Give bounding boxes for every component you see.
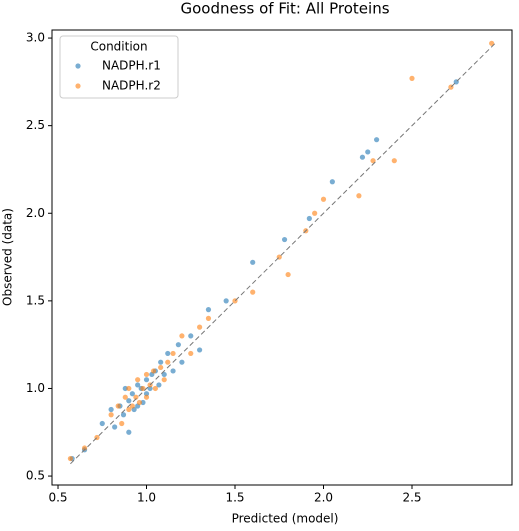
point xyxy=(122,394,128,400)
identity-line xyxy=(70,42,496,465)
point xyxy=(356,193,362,199)
point xyxy=(370,158,376,164)
point xyxy=(188,350,194,357)
point xyxy=(158,364,164,371)
point xyxy=(143,377,150,383)
legend-label: NADPH.r2 xyxy=(102,79,161,93)
point xyxy=(161,371,167,378)
point xyxy=(223,298,229,304)
point xyxy=(188,333,194,339)
point xyxy=(129,403,135,409)
y-tick-label: 1.5 xyxy=(26,293,45,307)
point xyxy=(112,424,118,430)
legend-marker xyxy=(75,63,81,69)
point xyxy=(165,359,171,365)
point xyxy=(320,196,327,202)
chart-title: Goodness of Fit: All Proteins xyxy=(180,0,389,18)
point xyxy=(81,445,88,451)
point xyxy=(391,158,397,164)
point xyxy=(359,154,366,160)
point xyxy=(197,324,203,330)
point xyxy=(126,398,132,404)
point xyxy=(136,399,143,406)
point xyxy=(150,368,157,374)
point xyxy=(126,406,132,413)
point xyxy=(140,385,146,392)
point xyxy=(281,236,288,243)
point xyxy=(170,368,176,374)
point xyxy=(115,403,121,409)
point xyxy=(133,394,139,400)
point xyxy=(250,289,256,295)
point xyxy=(129,391,135,397)
point xyxy=(108,412,114,418)
point xyxy=(158,359,164,365)
point xyxy=(409,75,415,81)
point xyxy=(120,412,127,418)
point xyxy=(365,149,371,155)
point xyxy=(250,259,256,265)
point xyxy=(179,359,185,365)
legend-label: NADPH.r1 xyxy=(102,59,161,73)
legend-title: Condition xyxy=(90,40,147,54)
point xyxy=(135,377,141,383)
legend-box xyxy=(59,35,179,99)
point xyxy=(179,333,185,339)
y-tick-label: 0.5 xyxy=(26,469,45,483)
point xyxy=(156,382,162,388)
y-tick-label: 3.0 xyxy=(26,31,45,45)
point xyxy=(197,347,203,353)
point xyxy=(152,385,158,392)
point xyxy=(119,420,125,427)
x-axis-label: Predicted (model) xyxy=(232,512,339,526)
legend-marker xyxy=(75,83,81,89)
x-tick-label: 2.0 xyxy=(314,491,333,505)
y-tick-label: 2.5 xyxy=(26,118,45,132)
x-tick-label: 2.5 xyxy=(402,491,421,505)
x-tick-label: 1.0 xyxy=(137,491,156,505)
point xyxy=(312,210,318,216)
point xyxy=(170,350,176,357)
point xyxy=(135,382,141,388)
point xyxy=(205,315,212,321)
point xyxy=(306,215,312,222)
x-tick-label: 1.5 xyxy=(225,491,244,505)
point xyxy=(143,394,150,400)
point xyxy=(489,40,495,46)
x-tick-label: 0.5 xyxy=(48,491,67,505)
point xyxy=(126,429,132,435)
point xyxy=(161,377,167,383)
y-tick-label: 1.0 xyxy=(26,381,45,395)
point xyxy=(126,385,132,392)
point xyxy=(329,179,335,185)
point xyxy=(175,342,181,348)
point xyxy=(108,406,114,413)
point xyxy=(374,137,380,143)
point xyxy=(205,307,212,313)
point xyxy=(67,455,74,462)
point xyxy=(143,371,150,378)
plot-frame xyxy=(51,29,513,486)
point xyxy=(99,420,105,427)
y-axis-label: Observed (data) xyxy=(1,208,15,306)
point xyxy=(165,350,171,357)
y-tick-label: 2.0 xyxy=(26,206,45,220)
point xyxy=(285,271,291,278)
